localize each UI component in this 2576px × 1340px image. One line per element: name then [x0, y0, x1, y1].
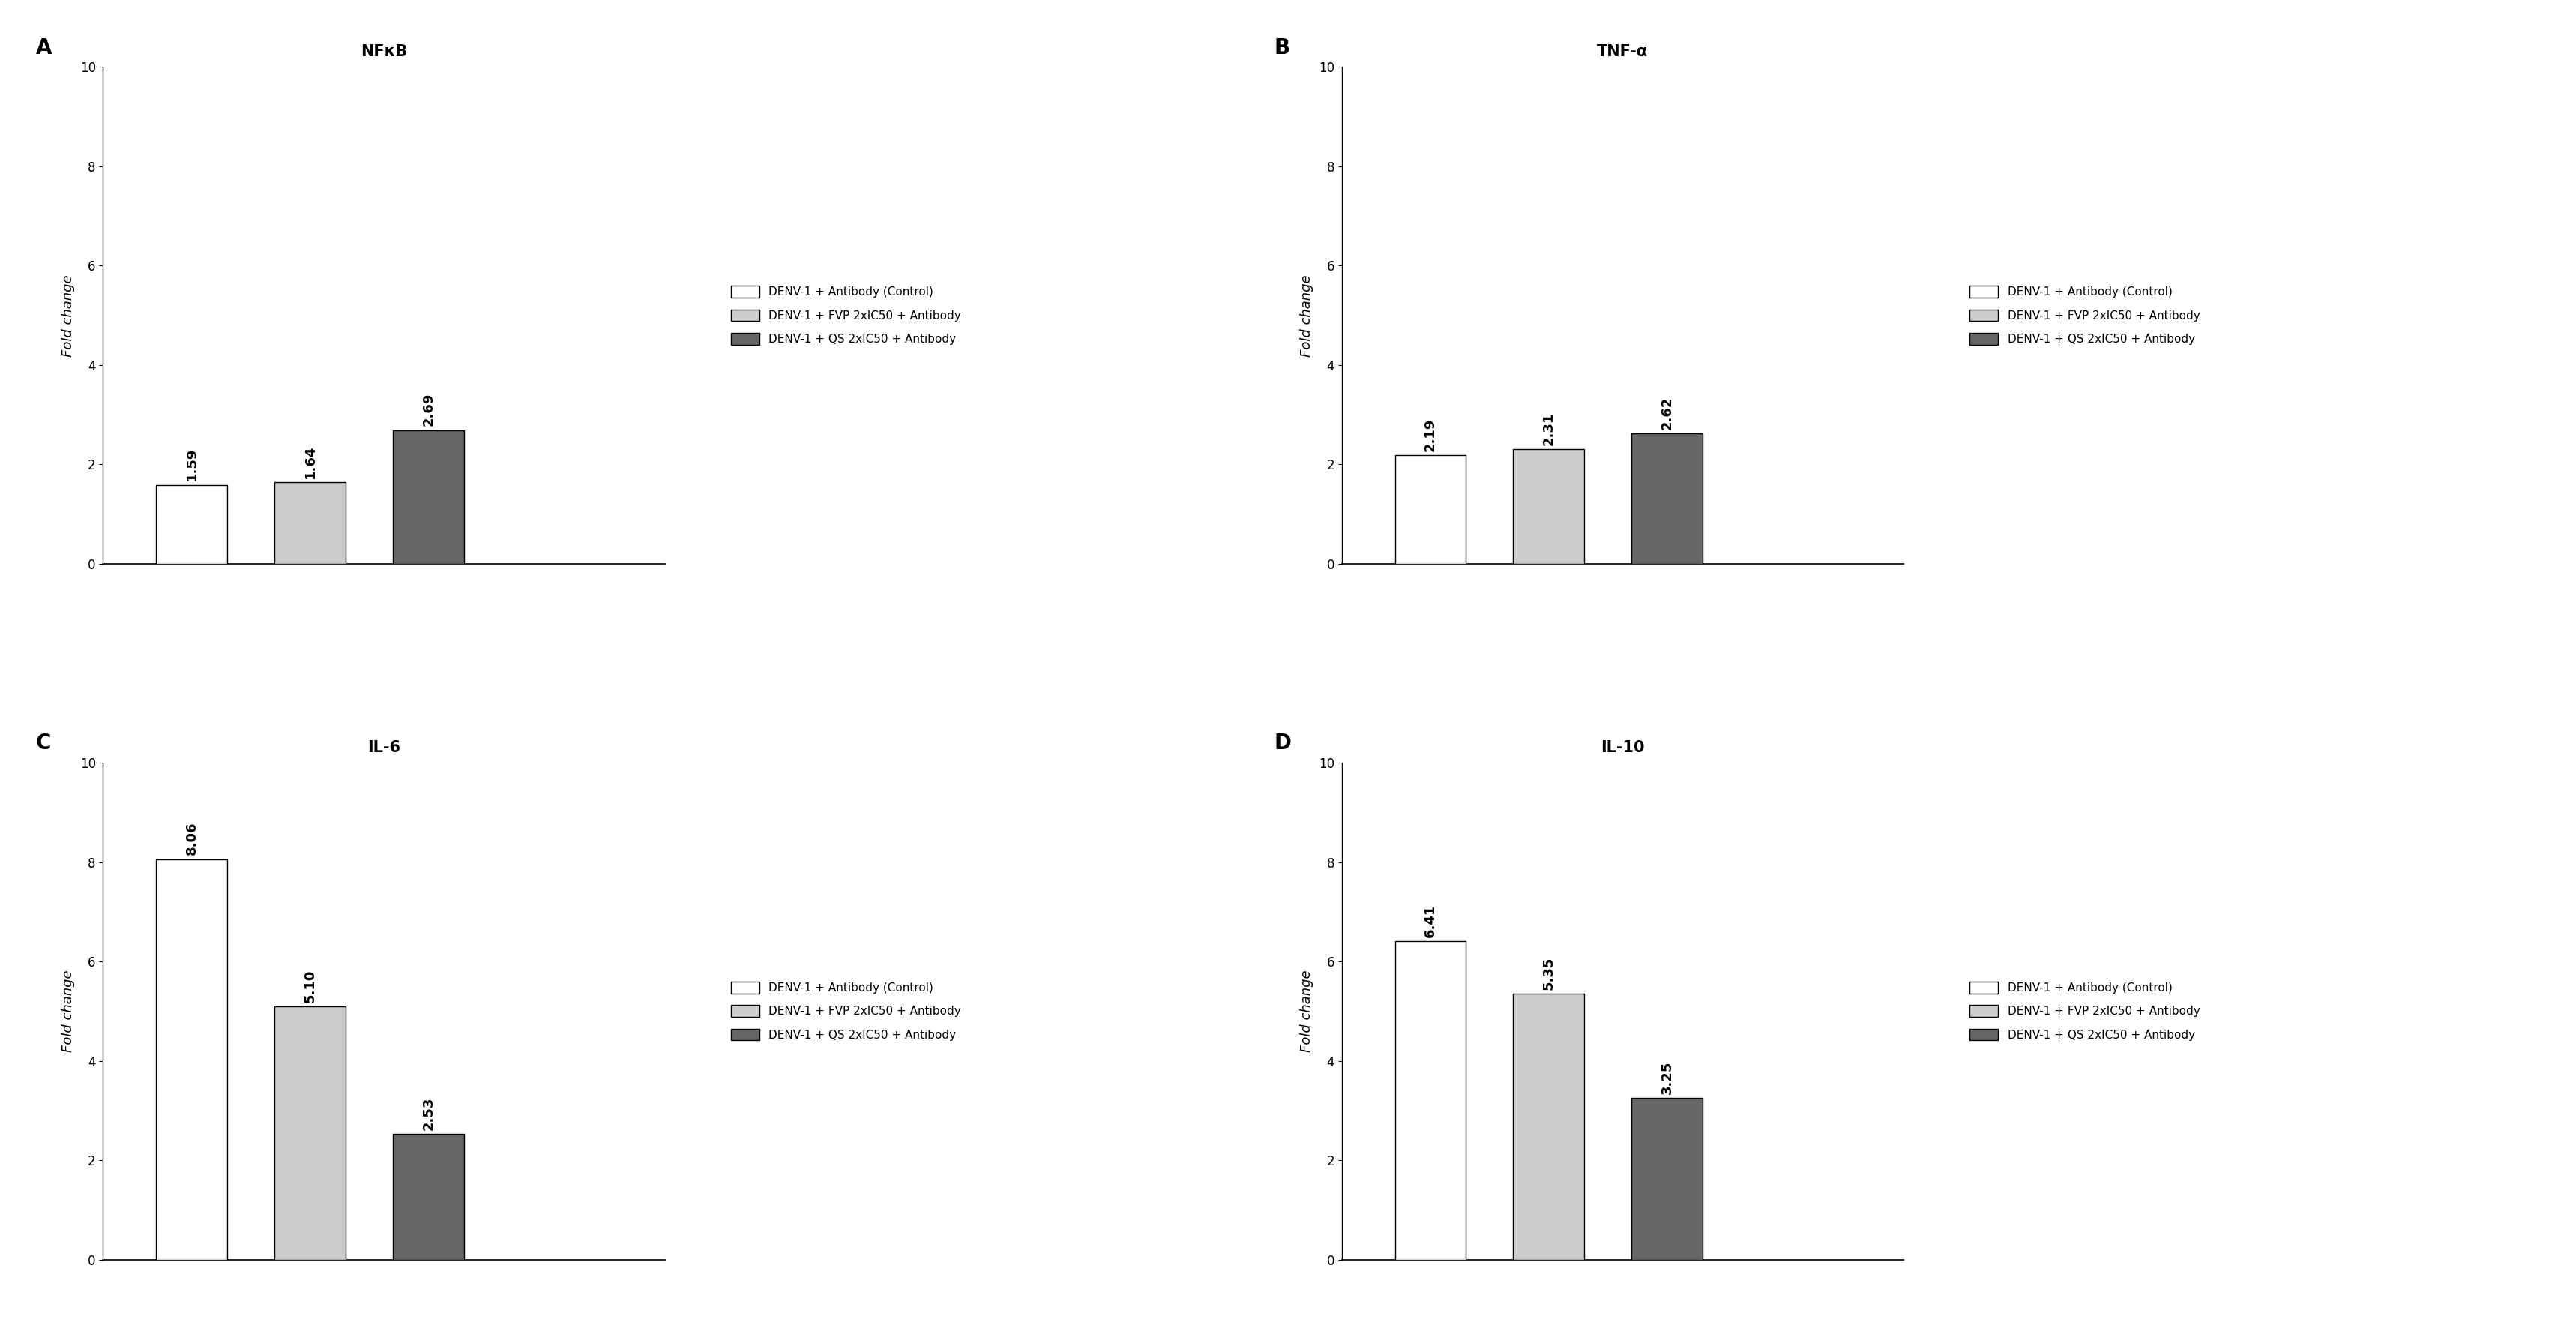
- Bar: [276, 482, 345, 564]
- Bar: [392, 1134, 464, 1260]
- Text: 2.31: 2.31: [1540, 411, 1556, 445]
- Text: D: D: [1275, 733, 1291, 754]
- Text: 6.41: 6.41: [1425, 903, 1437, 937]
- Text: C: C: [36, 733, 52, 754]
- Bar: [1631, 1097, 1703, 1260]
- Legend: DENV-1 + Antibody (Control), DENV-1 + FVP 2xIC50 + Antibody, DENV-1 + QS 2xIC50 : DENV-1 + Antibody (Control), DENV-1 + FV…: [732, 982, 961, 1041]
- Y-axis label: Fold change: Fold change: [1298, 970, 1314, 1052]
- Title: IL-10: IL-10: [1600, 740, 1643, 756]
- Text: 2.53: 2.53: [422, 1096, 435, 1130]
- Y-axis label: Fold change: Fold change: [62, 970, 75, 1052]
- Bar: [1394, 456, 1466, 564]
- Bar: [1394, 941, 1466, 1260]
- Bar: [276, 1006, 345, 1260]
- Bar: [157, 859, 227, 1260]
- Text: 2.62: 2.62: [1659, 397, 1674, 430]
- Y-axis label: Fold change: Fold change: [1298, 275, 1314, 356]
- Title: TNF-α: TNF-α: [1597, 44, 1649, 59]
- Bar: [1512, 994, 1584, 1260]
- Title: IL-6: IL-6: [368, 740, 399, 756]
- Text: 1.59: 1.59: [185, 448, 198, 481]
- Bar: [392, 430, 464, 564]
- Legend: DENV-1 + Antibody (Control), DENV-1 + FVP 2xIC50 + Antibody, DENV-1 + QS 2xIC50 : DENV-1 + Antibody (Control), DENV-1 + FV…: [1968, 285, 2200, 344]
- Text: 2.69: 2.69: [422, 393, 435, 426]
- Text: 1.64: 1.64: [304, 445, 317, 478]
- Legend: DENV-1 + Antibody (Control), DENV-1 + FVP 2xIC50 + Antibody, DENV-1 + QS 2xIC50 : DENV-1 + Antibody (Control), DENV-1 + FV…: [732, 285, 961, 344]
- Text: 2.19: 2.19: [1425, 418, 1437, 452]
- Bar: [1631, 434, 1703, 564]
- Text: A: A: [36, 38, 52, 58]
- Legend: DENV-1 + Antibody (Control), DENV-1 + FVP 2xIC50 + Antibody, DENV-1 + QS 2xIC50 : DENV-1 + Antibody (Control), DENV-1 + FV…: [1968, 982, 2200, 1041]
- Text: 8.06: 8.06: [185, 821, 198, 855]
- Text: 5.10: 5.10: [304, 969, 317, 1002]
- Text: 5.35: 5.35: [1540, 957, 1556, 990]
- Title: NFκB: NFκB: [361, 44, 407, 59]
- Y-axis label: Fold change: Fold change: [62, 275, 75, 356]
- Bar: [157, 485, 227, 564]
- Text: 3.25: 3.25: [1659, 1061, 1674, 1095]
- Bar: [1512, 449, 1584, 564]
- Text: B: B: [1275, 38, 1291, 58]
